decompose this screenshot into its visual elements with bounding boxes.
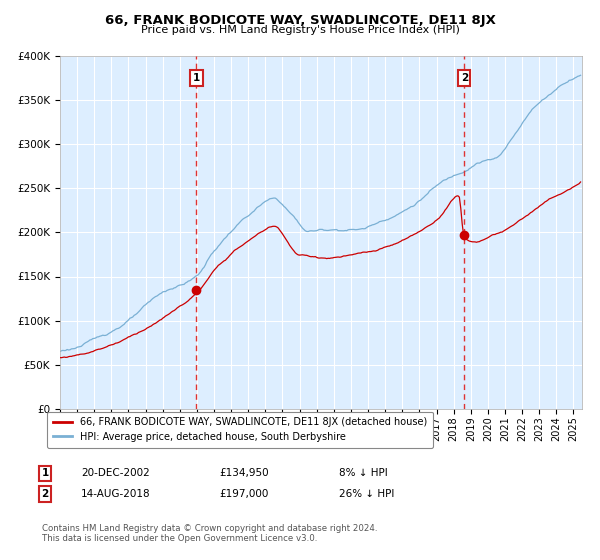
Text: £134,950: £134,950 bbox=[219, 468, 269, 478]
Text: 2: 2 bbox=[461, 73, 468, 83]
Text: 20-DEC-2002: 20-DEC-2002 bbox=[81, 468, 150, 478]
Text: 14-AUG-2018: 14-AUG-2018 bbox=[81, 489, 151, 499]
Text: Contains HM Land Registry data © Crown copyright and database right 2024.
This d: Contains HM Land Registry data © Crown c… bbox=[42, 524, 377, 543]
Legend: 66, FRANK BODICOTE WAY, SWADLINCOTE, DE11 8JX (detached house), HPI: Average pri: 66, FRANK BODICOTE WAY, SWADLINCOTE, DE1… bbox=[47, 412, 433, 448]
Text: Price paid vs. HM Land Registry's House Price Index (HPI): Price paid vs. HM Land Registry's House … bbox=[140, 25, 460, 35]
Text: 2: 2 bbox=[41, 489, 49, 499]
Text: 1: 1 bbox=[41, 468, 49, 478]
Text: £197,000: £197,000 bbox=[219, 489, 268, 499]
Text: 1: 1 bbox=[193, 73, 200, 83]
Text: 66, FRANK BODICOTE WAY, SWADLINCOTE, DE11 8JX: 66, FRANK BODICOTE WAY, SWADLINCOTE, DE1… bbox=[104, 14, 496, 27]
Text: 26% ↓ HPI: 26% ↓ HPI bbox=[339, 489, 394, 499]
Text: 8% ↓ HPI: 8% ↓ HPI bbox=[339, 468, 388, 478]
